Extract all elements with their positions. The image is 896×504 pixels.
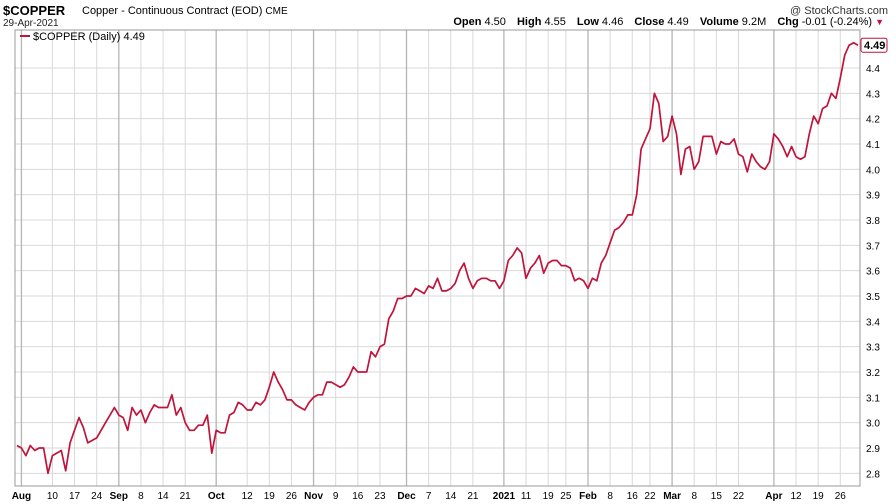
y-tick-label: 3.2 [866,368,880,379]
high-label: High [516,16,542,28]
x-tick-label: 11 [521,491,532,502]
x-tick-label: 10 [47,491,59,502]
y-tick-label: 4.3 [866,89,880,100]
x-tick-label: 16 [627,491,639,502]
y-tick-label: 4.1 [866,140,880,151]
close-label: Close [634,16,665,28]
x-tick-label: 12 [790,491,802,502]
y-tick-label: 3.5 [866,292,880,303]
low-label: Low [576,16,599,28]
high-value: 4.55 [544,16,566,28]
x-tick-label: 7 [426,491,432,502]
symbol-title: $COPPER [3,3,66,18]
y-tick-label: 4.0 [866,165,880,176]
x-tick-label: 19 [813,491,825,502]
y-tick-label: 3.3 [866,343,880,354]
x-tick-label: 8 [691,491,697,502]
y-tick-label: 2.9 [866,444,880,455]
last-value-box [860,37,888,53]
chg-label: Chg [777,16,799,28]
y-tick-label: 3.9 [866,191,880,202]
x-tick-label: 15 [711,491,723,502]
plot-frame [14,29,861,487]
y-tick-label: 3.4 [866,317,880,328]
grid-lines [15,30,860,486]
x-tick-label: 19 [264,491,276,502]
x-tick-label: 22 [733,491,745,502]
x-tick-label: Mar [663,491,681,502]
x-tick-label: Feb [579,491,597,502]
x-tick-label: Oct [208,491,225,502]
y-tick-label: 3.8 [866,216,880,227]
x-axis: Aug 10 17 24 Sep 8 14 21 Oct 12 19 26 Nov 9 16 23 Dec 7 14… [12,491,847,502]
volume-label: Volume [699,16,739,28]
x-tick-label: Apr [765,491,782,502]
x-tick-label: 9 [333,491,339,502]
exchange-text: CME [265,6,288,17]
y-axis: 2.8 2.9 3.0 3.1 3.2 3.3 3.4 3.5 3.6 3.7 3.8 3.9 4.0 4… [866,64,880,480]
copper-price-line [16,41,859,475]
x-tick-label: 26 [835,491,847,502]
x-tick-label: 22 [644,491,656,502]
x-tick-label: 26 [286,491,298,502]
x-tick-label: 14 [445,491,457,502]
x-tick-label: Sep [110,491,128,502]
chart-date: 29-Apr-2021 [3,18,59,29]
x-tick-label: 21 [180,491,192,502]
y-tick-label: 3.1 [866,393,880,404]
y-tick-label: 4.4 [866,64,880,75]
legend: $COPPER (Daily) 4.49 [20,31,145,43]
close-value: 4.49 [667,16,689,28]
x-tick-label: 23 [374,491,386,502]
chg-value: -0.01 (-0.24%) [801,16,873,28]
x-tick-label: 24 [91,491,103,502]
x-tick-label: 2021 [493,491,516,502]
description-text: Copper - Continuous Contract (EOD) [82,5,263,17]
x-tick-label: 17 [69,491,81,502]
y-tick-label: 3.7 [866,241,880,252]
y-tick-label: 2.8 [866,469,880,480]
low-value: 4.46 [601,16,624,28]
x-tick-label: 12 [242,491,254,502]
down-triangle-icon: ▼ [875,17,884,27]
x-tick-label: 21 [467,491,479,502]
y-tick-label: 3.6 [866,267,880,278]
legend-label: $COPPER (Daily) 4.49 [33,31,145,43]
x-tick-label: 8 [138,491,144,502]
x-tick-label: 8 [607,491,613,502]
x-tick-label: 25 [560,491,572,502]
open-label: Open [453,16,482,28]
x-tick-label: 19 [543,491,555,502]
x-tick-label: Aug [12,491,31,502]
last-value-text: 4.49 [864,40,885,52]
stockcharts-credit[interactable]: @ StockCharts.com [790,5,888,17]
ohlc-readout: Open 4.50 High 4.55 Low 4.46 Close 4.49 Volu… [453,16,884,28]
x-tick-label: 14 [158,491,170,502]
x-tick-label: 16 [352,491,364,502]
last-value-badge: 4.49 [860,37,888,53]
volume-value: 9.2M [741,16,767,28]
open-value: 4.50 [484,16,506,28]
x-tick-label: Dec [397,491,416,502]
x-tick-label: Nov [304,491,323,502]
y-tick-label: 3.0 [866,419,880,430]
instrument-description: Copper - Continuous Contract (EOD) CME [82,5,288,17]
y-tick-label: 4.2 [866,115,880,126]
